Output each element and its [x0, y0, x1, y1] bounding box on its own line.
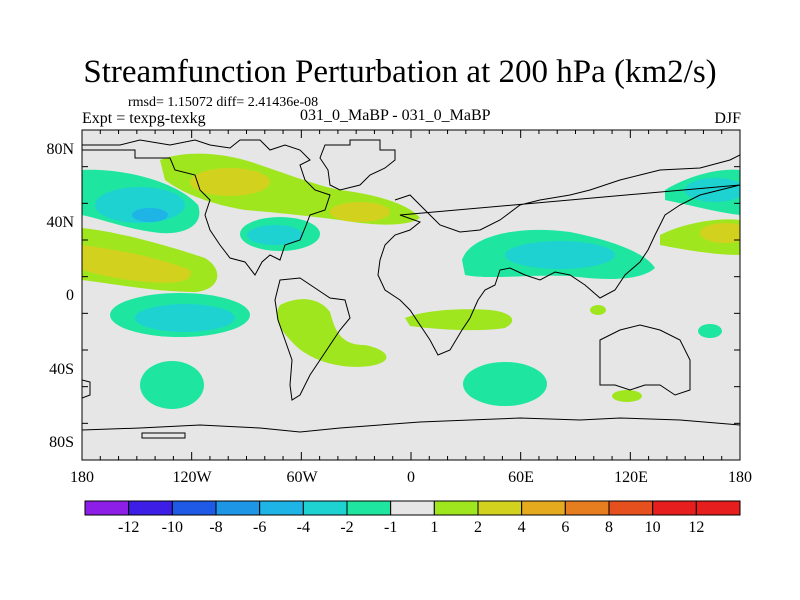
coastline: [599, 324, 691, 396]
contour-fill: [463, 362, 547, 406]
y-axis-ticks: [82, 129, 740, 461]
coastline: [274, 277, 351, 401]
runs-label: 031_0_MaBP - 031_0_MaBP: [300, 107, 491, 124]
x-tick-label: 60E: [508, 469, 534, 486]
colorbar-swatch: [477, 500, 523, 516]
season-label: DJF: [714, 110, 741, 127]
y-tick-label: 0: [66, 287, 74, 304]
colorbar-swatch: [390, 500, 435, 516]
colorbar-label: -8: [209, 519, 222, 536]
colorbar-label: 6: [561, 519, 569, 536]
contour-fill: [82, 245, 191, 283]
colorbar-swatch: [259, 500, 304, 516]
y-tick-label: 80S: [49, 434, 74, 451]
colorbar-label: 10: [645, 519, 661, 536]
x-tick-label: 0: [407, 469, 415, 486]
contour-fill: [700, 223, 740, 243]
contour-fill: [132, 208, 168, 222]
contour-fill: [405, 309, 513, 331]
contour-fill: [698, 324, 722, 338]
x-tick-label: 120W: [172, 469, 212, 486]
coastline: [377, 154, 740, 356]
coastlines: [82, 139, 740, 439]
colorbar: [84, 500, 741, 516]
colorbar-label: 4: [518, 519, 526, 536]
coastline: [319, 139, 396, 191]
x-axis-ticks: [81, 130, 741, 460]
x-tick-label: 60W: [286, 469, 318, 486]
experiment-label: Expt = texpg-texkg: [82, 110, 206, 127]
contour-fills: [82, 153, 740, 409]
colorbar-label: 12: [688, 519, 704, 536]
contour-fill: [135, 304, 235, 332]
colorbar-swatch: [346, 500, 392, 516]
colorbar-label: 8: [605, 519, 613, 536]
colorbar-swatch: [302, 500, 348, 516]
colorbar-label: -12: [118, 519, 139, 536]
colorbar-labels: -12 -10 -8 -6 -4 -2 -1 1 2 4 6 8 10 12: [118, 519, 704, 536]
colorbar-swatch: [652, 500, 697, 516]
colorbar-swatch: [695, 500, 741, 516]
x-tick-label: 180: [70, 469, 94, 486]
colorbar-label: -2: [340, 519, 353, 536]
contour-fill: [140, 361, 204, 409]
coastline: [82, 379, 91, 399]
colorbar-label: -6: [253, 519, 266, 536]
contour-fill: [590, 305, 606, 315]
x-axis-labels: 180 120W 60W 0 60E 120E 180: [70, 469, 752, 486]
contour-fill: [505, 241, 615, 269]
colorbar-label: 2: [474, 519, 482, 536]
colorbar-label: -1: [384, 519, 397, 536]
colorbar-swatch: [128, 500, 173, 516]
y-tick-label: 40S: [49, 361, 74, 378]
colorbar-swatch: [215, 500, 261, 516]
y-tick-label: 80N: [46, 141, 74, 158]
contour-fill: [330, 202, 390, 222]
colorbar-swatch: [608, 500, 654, 516]
colorbar-swatch: [564, 500, 610, 516]
colorbar-label: 1: [430, 519, 438, 536]
colorbar-swatch: [433, 500, 479, 516]
y-tick-label: 40N: [46, 214, 74, 231]
colorbar-label: -4: [297, 519, 310, 536]
x-tick-label: 180: [728, 469, 752, 486]
colorbar-swatch: [84, 500, 130, 516]
colorbar-swatch: [171, 500, 217, 516]
contour-fill: [276, 299, 387, 367]
coastline: [82, 139, 331, 276]
contour-fill: [247, 225, 303, 245]
coastline: [82, 417, 740, 433]
x-tick-label: 120E: [614, 469, 648, 486]
map-title: Streamfunction Perturbation at 200 hPa (…: [83, 54, 717, 90]
stats-label: rmsd= 1.15072 diff= 2.41436e-08: [128, 95, 319, 110]
contour-fill: [190, 168, 270, 196]
contour-fill: [612, 390, 642, 402]
colorbar-swatch: [521, 500, 566, 516]
y-axis-labels: 80N 40N 0 40S 80S: [46, 141, 74, 451]
coastline: [141, 432, 186, 439]
colorbar-label: -10: [162, 519, 183, 536]
